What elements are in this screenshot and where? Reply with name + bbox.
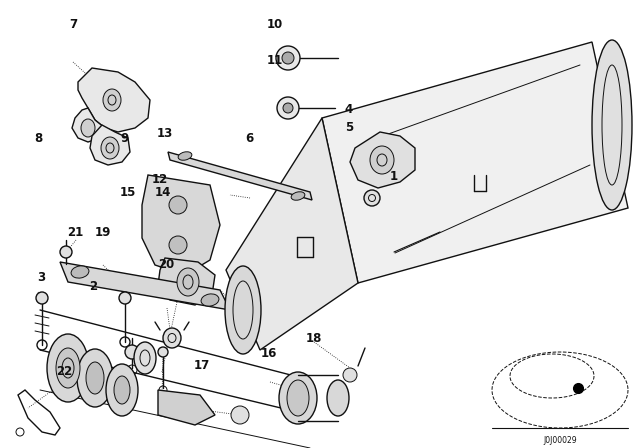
Text: 15: 15 (120, 186, 136, 199)
Text: 22: 22 (56, 365, 72, 379)
Ellipse shape (103, 89, 121, 111)
Polygon shape (60, 262, 230, 310)
Ellipse shape (86, 362, 104, 394)
Ellipse shape (36, 292, 48, 304)
Ellipse shape (125, 345, 139, 359)
Polygon shape (78, 68, 150, 132)
Ellipse shape (277, 97, 299, 119)
Text: 10: 10 (267, 18, 284, 31)
Polygon shape (158, 390, 215, 425)
Ellipse shape (283, 103, 293, 113)
Text: 5: 5 (345, 121, 353, 134)
Ellipse shape (163, 328, 181, 348)
Text: 8: 8 (35, 132, 42, 146)
Ellipse shape (81, 119, 95, 137)
Text: 6: 6 (246, 132, 253, 146)
Polygon shape (158, 258, 215, 305)
Text: 13: 13 (157, 127, 173, 140)
Text: 21: 21 (67, 226, 84, 240)
Text: 19: 19 (94, 226, 111, 240)
Text: 9: 9 (121, 132, 129, 146)
Polygon shape (72, 108, 105, 142)
Ellipse shape (225, 266, 261, 354)
Text: 11: 11 (267, 54, 284, 67)
Ellipse shape (178, 152, 192, 160)
Text: 18: 18 (305, 332, 322, 345)
Ellipse shape (343, 368, 357, 382)
Ellipse shape (71, 266, 89, 278)
Ellipse shape (60, 246, 72, 258)
Ellipse shape (327, 380, 349, 416)
Ellipse shape (291, 192, 305, 200)
Ellipse shape (279, 372, 317, 424)
Ellipse shape (119, 292, 131, 304)
Text: 20: 20 (158, 258, 175, 271)
Ellipse shape (169, 236, 187, 254)
Polygon shape (90, 125, 130, 165)
Polygon shape (168, 152, 312, 200)
Polygon shape (322, 42, 628, 283)
Ellipse shape (47, 334, 89, 402)
Ellipse shape (370, 146, 394, 174)
Ellipse shape (282, 52, 294, 64)
Ellipse shape (169, 196, 187, 214)
Polygon shape (142, 175, 220, 275)
Text: 1: 1 (390, 170, 397, 184)
Text: 14: 14 (155, 186, 172, 199)
Ellipse shape (77, 349, 113, 407)
Ellipse shape (231, 406, 249, 424)
Text: 17: 17 (193, 358, 210, 372)
Polygon shape (350, 132, 415, 188)
Text: 4: 4 (345, 103, 353, 116)
Ellipse shape (364, 190, 380, 206)
Ellipse shape (158, 347, 168, 357)
Ellipse shape (276, 46, 300, 70)
Text: 2: 2 (89, 280, 97, 293)
Ellipse shape (287, 380, 309, 416)
Ellipse shape (106, 364, 138, 416)
Text: 16: 16 (260, 347, 277, 361)
Ellipse shape (134, 342, 156, 374)
Ellipse shape (114, 376, 130, 404)
Ellipse shape (56, 348, 80, 388)
Text: 3: 3 (38, 271, 45, 284)
Text: J0J00029: J0J00029 (543, 435, 577, 444)
Ellipse shape (101, 137, 119, 159)
Ellipse shape (592, 40, 632, 210)
Ellipse shape (201, 294, 219, 306)
Polygon shape (226, 118, 358, 350)
Text: 7: 7 (70, 18, 77, 31)
Text: 12: 12 (152, 172, 168, 186)
Ellipse shape (177, 268, 199, 296)
